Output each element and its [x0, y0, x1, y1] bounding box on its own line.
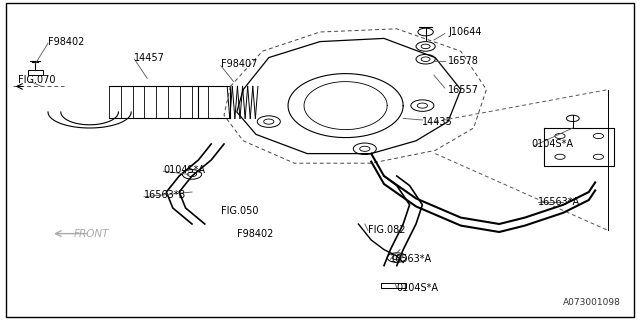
Bar [381, 283, 406, 288]
Text: 14435: 14435 [422, 116, 453, 127]
Text: 16563*A: 16563*A [390, 254, 433, 264]
Text: A073001098: A073001098 [563, 298, 621, 307]
Circle shape [182, 170, 202, 179]
Circle shape [387, 253, 406, 262]
Circle shape [418, 28, 433, 36]
Circle shape [188, 172, 196, 177]
Circle shape [555, 133, 565, 139]
Circle shape [416, 54, 435, 64]
Circle shape [593, 133, 604, 139]
Text: F98407: F98407 [221, 59, 257, 69]
Text: F98402: F98402 [237, 228, 273, 239]
Circle shape [416, 42, 435, 51]
Circle shape [421, 44, 430, 49]
Circle shape [360, 146, 370, 151]
Text: J10644: J10644 [448, 27, 481, 37]
Text: FIG.070: FIG.070 [18, 75, 56, 85]
Text: 16563*B: 16563*B [144, 190, 186, 200]
Circle shape [411, 100, 434, 111]
Circle shape [353, 143, 376, 155]
Text: 16578: 16578 [448, 56, 479, 66]
Circle shape [264, 119, 274, 124]
Text: 0104S*A: 0104S*A [163, 164, 205, 175]
Text: 0104S*A: 0104S*A [397, 283, 439, 293]
Circle shape [392, 255, 401, 260]
Circle shape [566, 115, 579, 122]
Circle shape [257, 116, 280, 127]
Text: FRONT: FRONT [74, 228, 109, 239]
Circle shape [421, 57, 430, 61]
Circle shape [417, 103, 428, 108]
Bar [28, 70, 43, 75]
Text: 0104S*A: 0104S*A [531, 139, 573, 149]
Text: F98402: F98402 [48, 36, 84, 47]
Text: FIG.050: FIG.050 [221, 206, 259, 216]
Text: 16557: 16557 [448, 84, 479, 95]
Circle shape [555, 154, 565, 159]
Text: FIG.082: FIG.082 [368, 225, 406, 236]
Text: 14457: 14457 [134, 52, 165, 63]
Circle shape [593, 154, 604, 159]
Text: 16563*A: 16563*A [538, 196, 580, 207]
